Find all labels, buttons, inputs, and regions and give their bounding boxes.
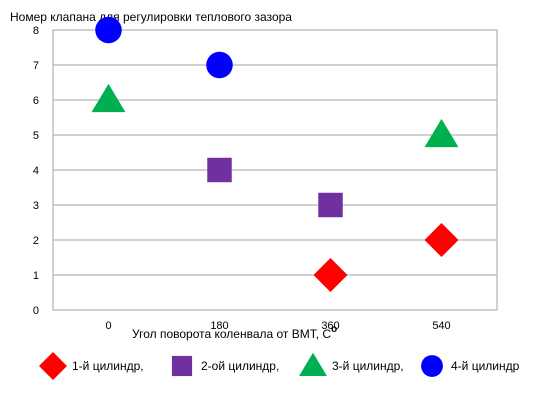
y-tick-label: 7 (33, 60, 39, 72)
x-tick-label: 540 (432, 320, 450, 332)
legend-circle-marker (421, 355, 443, 377)
x-axis-label-superscript: о (331, 324, 337, 335)
legend-label: 4-й цилиндр (451, 359, 520, 373)
legend-diamond-marker (39, 352, 67, 380)
diamond-data-point (313, 258, 348, 292)
data-points (91, 16, 459, 292)
legend-label: 1-й цилиндр, (72, 359, 144, 373)
legend-triangle-marker (299, 352, 327, 376)
y-tick-label: 5 (33, 130, 39, 142)
x-tick-label: 360 (321, 320, 339, 332)
y-tick-label: 3 (33, 200, 39, 212)
triangle-data-point (91, 83, 126, 113)
legend-label: 2-ой цилиндр, (201, 359, 279, 373)
legend-label: 3-й цилиндр, (332, 359, 404, 373)
y-tick-label: 6 (33, 95, 39, 107)
legend: 1-й цилиндр, 2-ой цилиндр, 3-й цилиндр, 4-й… (39, 352, 520, 380)
triangle-data-point (424, 118, 459, 148)
chart-title: Номер клапана для регулировки теплового … (10, 10, 292, 24)
square-data-point (318, 192, 343, 218)
y-tick-label: 2 (33, 235, 39, 247)
x-axis-label-text: Угол поворота коленвала от ВМТ, С (132, 327, 331, 341)
x-axis-ticks: 0 180 360 540 (105, 320, 450, 332)
square-data-point (207, 157, 232, 183)
diamond-data-point (424, 223, 459, 257)
y-tick-label: 4 (33, 165, 39, 177)
circle-data-point (206, 51, 233, 79)
x-axis-label: Угол поворота коленвала от ВМТ, Со (132, 324, 337, 341)
y-tick-label: 8 (33, 25, 39, 37)
legend-square-marker (171, 355, 193, 377)
y-axis-ticks: 0 1 2 3 4 5 6 7 8 (33, 25, 39, 317)
x-tick-label: 0 (105, 320, 111, 332)
y-tick-label: 0 (33, 305, 39, 317)
circle-data-point (95, 16, 122, 44)
grid (53, 29, 497, 276)
y-tick-label: 1 (33, 270, 39, 282)
x-tick-label: 180 (210, 320, 228, 332)
